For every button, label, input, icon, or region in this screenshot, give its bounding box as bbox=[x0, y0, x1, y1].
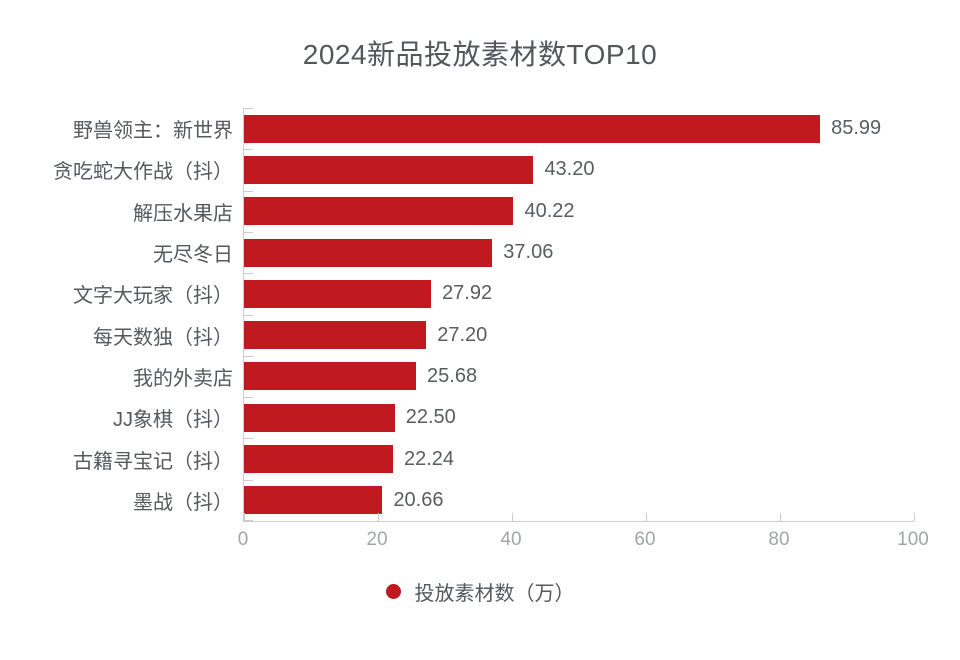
x-axis-tick bbox=[378, 513, 379, 521]
category-label: 古籍寻宝记（抖） bbox=[73, 450, 233, 473]
bar-row: 25.68 bbox=[244, 356, 914, 397]
bar-value-label: 25.68 bbox=[427, 364, 478, 387]
x-axis-tick-labels: 0 20 40 60 80 100 bbox=[238, 529, 929, 553]
bar[interactable] bbox=[244, 445, 393, 474]
bar-value-label: 22.50 bbox=[405, 406, 456, 429]
y-axis-tick bbox=[244, 273, 253, 275]
bar-value-label: 27.92 bbox=[442, 282, 493, 305]
legend: 投放素材数（万） bbox=[0, 577, 960, 606]
x-tick-label: 100 bbox=[897, 529, 929, 550]
bar-row: 22.50 bbox=[244, 397, 914, 438]
bar-row: 40.22 bbox=[244, 191, 914, 232]
bar-value-label: 22.24 bbox=[404, 447, 455, 470]
chart-title: 2024新品投放素材数TOP10 bbox=[302, 39, 658, 70]
category-label: 我的外卖店 bbox=[133, 367, 233, 390]
y-axis-tick bbox=[244, 231, 253, 233]
bar[interactable] bbox=[244, 279, 432, 308]
y-axis-category-labels: 野兽领主：新世界贪吃蛇大作战（抖） 解压水果店无尽冬日文字大玩家（抖） 每天数独（抖… bbox=[0, 108, 233, 521]
legend-item[interactable]: 投放素材数（万） bbox=[385, 577, 575, 606]
category-label: 每天数独（抖） bbox=[93, 326, 233, 349]
category-label: 墨战（抖） bbox=[133, 491, 233, 514]
legend-circle-icon bbox=[385, 584, 401, 599]
category-label: 解压水果店 bbox=[133, 202, 233, 225]
bar-row: 27.92 bbox=[244, 273, 914, 314]
bar[interactable] bbox=[244, 238, 493, 267]
x-axis-tick bbox=[512, 513, 513, 521]
bar-value-label: 43.20 bbox=[544, 158, 595, 181]
x-tick-label: 20 bbox=[366, 529, 388, 550]
bar[interactable] bbox=[244, 486, 383, 515]
plot-area: 85.99 43.20 40.22 37.06 27.92 27.20 25.68 22.50… bbox=[243, 108, 915, 522]
x-tick-label: 80 bbox=[768, 529, 790, 550]
bar-row: 20.66 bbox=[244, 480, 914, 521]
bar-rows: 85.99 43.20 40.22 37.06 27.92 27.20 25.68 22.50… bbox=[244, 108, 914, 521]
bar-row: 22.24 bbox=[244, 438, 914, 479]
y-axis-tick bbox=[244, 314, 253, 316]
bar[interactable] bbox=[244, 362, 417, 391]
legend-label: 投放素材数（万） bbox=[414, 583, 575, 605]
x-axis-tick bbox=[646, 513, 647, 521]
y-axis-tick bbox=[244, 479, 253, 481]
bar[interactable] bbox=[244, 197, 514, 226]
y-axis-tick bbox=[244, 397, 253, 399]
x-axis-tick bbox=[780, 513, 781, 521]
x-tick-label: 40 bbox=[500, 529, 522, 550]
category-label: 野兽领主：新世界 bbox=[73, 120, 233, 143]
bar-row: 27.20 bbox=[244, 314, 914, 355]
y-axis-tick bbox=[244, 190, 253, 192]
bar-value-label: 37.06 bbox=[503, 241, 554, 264]
bar[interactable] bbox=[244, 114, 821, 143]
bar-value-label: 40.22 bbox=[524, 199, 575, 222]
bar-row: 43.20 bbox=[244, 149, 914, 190]
category-label: JJ象棋（抖） bbox=[113, 409, 233, 432]
bar-value-label: 85.99 bbox=[831, 117, 882, 140]
category-label: 贪吃蛇大作战（抖） bbox=[53, 161, 233, 184]
y-axis-tick bbox=[244, 438, 253, 440]
bar[interactable] bbox=[244, 155, 534, 184]
y-axis-tick bbox=[244, 108, 253, 109]
bar-row: 85.99 bbox=[244, 108, 914, 149]
y-axis-tick bbox=[244, 149, 253, 151]
y-axis-tick bbox=[244, 355, 253, 357]
x-tick-label: 0 bbox=[237, 529, 249, 550]
bar-value-label: 27.20 bbox=[437, 323, 488, 346]
x-axis-tick bbox=[244, 513, 245, 521]
bar[interactable] bbox=[244, 321, 427, 350]
category-label: 无尽冬日 bbox=[153, 244, 233, 267]
y-axis-tick bbox=[244, 520, 253, 521]
bar[interactable] bbox=[244, 403, 395, 432]
bar-value-label: 20.66 bbox=[393, 488, 444, 511]
x-tick-label: 60 bbox=[634, 529, 656, 550]
category-label: 文字大玩家（抖） bbox=[73, 285, 233, 308]
bar-row: 37.06 bbox=[244, 232, 914, 273]
x-axis-tick bbox=[914, 513, 915, 521]
